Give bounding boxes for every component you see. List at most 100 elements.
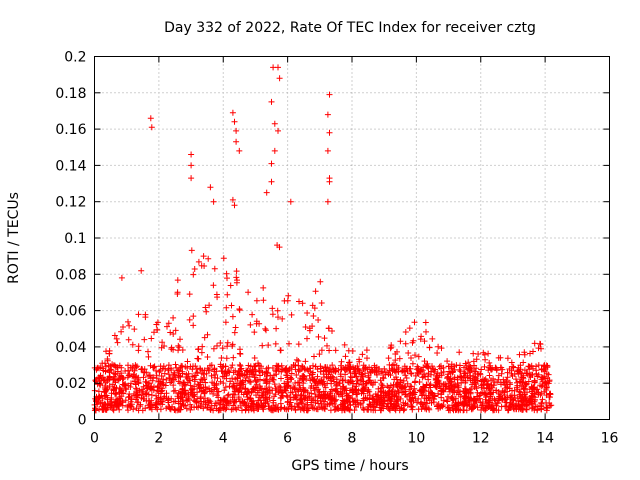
data-point [111,332,118,339]
data-point [522,397,529,404]
data-point [211,380,218,387]
data-point [306,372,313,379]
data-point [114,339,121,346]
data-point [125,372,132,379]
data-point [321,391,328,398]
data-point [324,198,331,205]
data-point [205,399,212,406]
data-point [226,400,232,407]
data-point [456,349,463,356]
data-point [414,369,421,376]
data-point [205,255,212,262]
data-point [198,403,205,410]
data-point [366,392,373,399]
data-point [310,362,316,369]
data-point [201,334,208,341]
data-point [377,402,384,409]
data-point [384,383,391,390]
data-point [222,319,229,326]
data-point [514,367,521,374]
data-point [161,370,168,377]
data-point [385,397,392,404]
data-point [304,335,310,342]
data-point [276,75,283,82]
data-point [288,403,295,410]
data-point [270,399,277,406]
data-point [333,376,340,383]
data-point [338,358,345,365]
data-point [373,399,380,406]
data-point [142,378,149,385]
data-point [132,396,139,403]
data-point [198,388,205,395]
data-point [530,348,536,355]
data-point [147,385,153,392]
data-point [485,350,492,357]
data-point [507,400,513,406]
data-point [460,370,467,377]
data-point [228,302,235,309]
data-point [229,343,236,349]
data-point [118,274,125,281]
data-point [214,342,220,349]
data-point [293,356,300,363]
data-point [529,405,535,412]
data-point [102,363,109,370]
data-point [211,265,218,272]
data-point [102,407,109,413]
data-point [286,340,292,347]
data-point [288,370,295,377]
data-point [157,406,164,413]
data-point [190,313,197,320]
data-point [400,377,407,384]
data-point [218,355,225,361]
data-point [296,379,303,386]
data-point [113,335,120,342]
data-point [408,404,415,411]
data-point [235,368,242,375]
data-point [511,392,518,399]
data-point [375,395,382,402]
data-point [263,368,270,375]
data-point [468,397,475,404]
data-points [91,64,555,414]
data-point [395,389,402,395]
data-point [295,362,302,369]
data-point [217,340,224,346]
data-point [327,365,334,372]
data-point [208,402,215,409]
data-point [229,313,236,320]
data-point [497,379,504,386]
data-point [534,373,541,380]
data-point [402,329,409,335]
data-point [284,383,291,390]
data-point [183,391,189,398]
data-point [473,356,480,363]
data-point [240,391,247,398]
data-point [151,363,158,370]
data-point [311,305,318,312]
data-point [390,401,397,408]
data-point [339,383,346,390]
data-point [160,376,167,383]
data-point [277,347,284,354]
data-point [198,349,205,356]
data-point [508,359,515,366]
data-point [134,363,140,370]
data-point [177,401,184,407]
data-point [409,390,416,397]
data-point [324,147,331,154]
y-tick-label: 0.08 [55,267,86,283]
data-point [306,325,313,332]
x-tick-label: 10 [407,431,425,447]
data-point [408,403,415,410]
data-point [544,363,551,369]
chart-title: Day 332 of 2022, Rate Of TEC Index for r… [164,20,536,36]
data-point [166,375,173,382]
data-point [520,406,527,413]
data-point [302,324,309,330]
data-point [387,407,393,414]
data-point [110,385,117,392]
y-tick-label: 0.2 [64,50,86,66]
data-point [408,383,415,390]
